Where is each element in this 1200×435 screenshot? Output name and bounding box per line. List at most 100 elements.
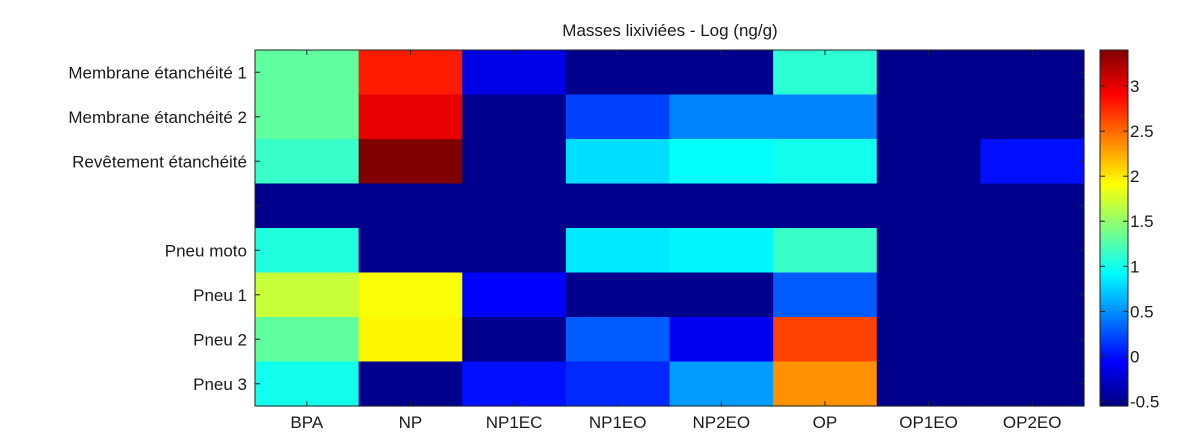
colorbar-strip — [1100, 91, 1128, 96]
colorbar-strip — [1100, 272, 1128, 277]
colorbar-strip — [1100, 340, 1128, 345]
heatmap-cell — [255, 94, 360, 140]
colorbar-strip — [1100, 269, 1128, 274]
colorbar-strip — [1100, 325, 1128, 330]
heatmap-cell — [669, 317, 774, 363]
colorbar-strip — [1100, 159, 1128, 164]
colorbar-strip — [1100, 97, 1128, 102]
heatmap-cell — [773, 272, 878, 318]
heatmap-cell — [358, 183, 463, 229]
colorbar-strip — [1100, 73, 1128, 78]
heatmap-cell — [980, 183, 1085, 229]
y-tick-label: Revêtement étanchéité — [72, 152, 247, 171]
colorbar-strip — [1100, 79, 1128, 84]
x-tick-label: OP1EO — [899, 413, 958, 432]
heatmap-cell — [255, 272, 360, 318]
colorbar-strip — [1100, 168, 1128, 173]
colorbar-strip — [1100, 233, 1128, 238]
heatmap-cell — [255, 139, 360, 185]
heatmap-cell — [669, 228, 774, 274]
heatmap-cell — [773, 361, 878, 407]
colorbar-strip — [1100, 385, 1128, 389]
colorbar-strip — [1100, 64, 1128, 69]
colorbar-strip — [1100, 317, 1128, 321]
colorbar-strip — [1100, 67, 1128, 72]
colorbar-strip — [1100, 236, 1128, 241]
colorbar-strip — [1100, 150, 1128, 155]
colorbar-tick-label: 2.5 — [1130, 122, 1154, 141]
x-tick-label: NP2EO — [692, 413, 750, 432]
colorbar-strip — [1100, 198, 1128, 202]
x-tick-label: OP2EO — [1003, 413, 1062, 432]
colorbar-strip — [1100, 141, 1128, 146]
colorbar-strip — [1100, 177, 1128, 182]
heatmap-cell — [773, 228, 878, 274]
colorbar-strip — [1100, 133, 1128, 137]
colorbar-strip — [1100, 254, 1128, 259]
colorbar-strip — [1100, 230, 1128, 235]
colorbar-strip — [1100, 201, 1128, 205]
colorbar-strip — [1100, 192, 1128, 196]
colorbar-strip — [1100, 305, 1128, 309]
heatmap-cell — [565, 272, 671, 318]
colorbar-strip — [1100, 308, 1128, 312]
heatmap-cell — [980, 228, 1085, 274]
colorbar-strip — [1100, 403, 1128, 407]
colorbar-strip — [1100, 124, 1128, 128]
plot-frame — [254, 49, 1085, 407]
colorbar-strip — [1100, 85, 1128, 90]
colorbar-strip — [1100, 302, 1128, 306]
colorbar-strip — [1100, 88, 1128, 93]
colorbar-strip — [1100, 239, 1128, 244]
heatmap-cell — [462, 228, 567, 274]
heatmap-cell — [876, 361, 981, 407]
colorbar-strip — [1100, 388, 1128, 392]
colorbar-strip — [1100, 165, 1128, 170]
colorbar-strip — [1100, 299, 1128, 303]
heatmap-cell — [358, 272, 463, 318]
colorbar-tick-label: -0.5 — [1130, 392, 1159, 411]
y-tick-label: Membrane étanchéité 1 — [68, 63, 247, 82]
colorbar-strip — [1100, 257, 1128, 262]
colorbar-strip — [1100, 400, 1128, 404]
colorbar-strip — [1100, 115, 1128, 119]
heatmap-cell — [669, 94, 774, 140]
colorbar-strip — [1100, 162, 1128, 167]
heatmap-cells — [255, 50, 1085, 407]
heatmap-cell — [358, 94, 463, 140]
colorbar-strip — [1100, 174, 1128, 179]
heatmap-cell — [565, 361, 671, 407]
x-axis-ticks: BPA NP NP1EC NP1EO NP2EO OP OP1EO OP2EO — [290, 50, 1061, 432]
colorbar-strip — [1100, 228, 1128, 232]
colorbar-strip — [1100, 109, 1128, 113]
y-tick-label: Pneu moto — [165, 241, 247, 260]
colorbar-strip — [1100, 284, 1128, 288]
colorbar-strip — [1100, 94, 1128, 99]
heatmap-cell — [980, 139, 1085, 185]
colorbar-strip — [1100, 370, 1128, 374]
heatmap-cell — [876, 228, 981, 274]
colorbar-strip — [1100, 281, 1128, 285]
heatmap-cell — [565, 228, 671, 274]
heatmap-cell — [773, 139, 878, 185]
colorbar-strip — [1100, 361, 1128, 366]
colorbar-strip — [1100, 251, 1128, 256]
heatmap-cell — [773, 317, 878, 363]
heatmap-cell — [462, 317, 567, 363]
x-tick-label: NP1EC — [486, 413, 543, 432]
y-tick-label: Pneu 3 — [193, 375, 247, 394]
colorbar-strip — [1100, 376, 1128, 380]
colorbar-strip — [1100, 136, 1128, 140]
colorbar-strip — [1100, 180, 1128, 185]
colorbar-strip — [1100, 204, 1128, 208]
colorbar-strip — [1100, 61, 1128, 66]
heatmap-cell — [358, 139, 463, 185]
colorbar-strip — [1100, 153, 1128, 158]
colorbar-strip — [1100, 311, 1128, 315]
colorbar-strip — [1100, 210, 1128, 214]
heatmap-cell — [255, 317, 360, 363]
colorbar-strip — [1100, 121, 1128, 125]
heatmap-cell — [565, 317, 671, 363]
colorbar-strip — [1100, 189, 1128, 193]
